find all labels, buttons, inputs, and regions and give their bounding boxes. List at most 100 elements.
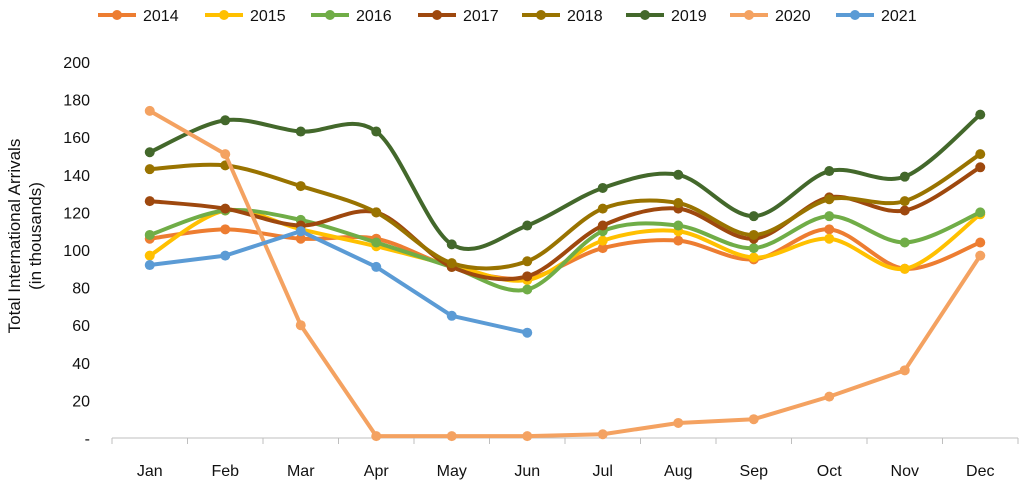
data-point-2019: [220, 115, 231, 126]
y-tick-label: 160: [63, 130, 90, 147]
data-point-2019: [597, 182, 608, 193]
y-tick-label: 120: [63, 205, 90, 222]
legend-marker: [640, 10, 650, 20]
legend-marker: [325, 10, 335, 20]
data-point-2016: [522, 284, 533, 295]
x-tick-label: Nov: [891, 463, 919, 480]
data-point-2018: [899, 196, 910, 207]
data-point-2017: [220, 203, 231, 214]
data-point-2017: [144, 196, 155, 207]
legend: 2014 2015 2016 2017 2018 2019 2020 2021: [98, 8, 917, 25]
series-2020: [144, 105, 986, 442]
legend-item-2021: 2021: [836, 8, 917, 25]
data-point-2014: [220, 224, 231, 235]
legend-item-2016: 2016: [311, 8, 392, 25]
legend-item-2015: 2015: [205, 8, 286, 25]
y-tick-label: -: [85, 431, 90, 448]
x-tick-label: Sep: [740, 463, 769, 480]
data-point-2020: [597, 429, 608, 440]
y-tick-label: 60: [72, 318, 90, 335]
data-point-2015: [824, 233, 835, 244]
x-tick-label: Dec: [966, 463, 994, 480]
y-tick-label: 100: [63, 243, 90, 260]
data-point-2014: [975, 237, 986, 248]
data-point-2017: [597, 220, 608, 231]
y-tick-label: 40: [72, 356, 90, 373]
x-tick-label: Feb: [211, 463, 239, 480]
x-tick-label: Oct: [817, 463, 842, 480]
data-point-2018: [144, 164, 155, 175]
data-point-2016: [975, 207, 986, 218]
data-point-2020: [824, 391, 835, 402]
data-point-2019: [522, 220, 533, 231]
data-point-2020: [673, 417, 684, 428]
series-2019: [144, 109, 986, 252]
data-point-2015: [899, 263, 910, 274]
legend-marker: [850, 10, 860, 20]
series-line-2021: [147, 229, 530, 335]
data-point-2019: [295, 126, 306, 137]
data-point-2020: [446, 431, 457, 442]
x-tick-label: Mar: [287, 463, 315, 480]
legend-item-2017: 2017: [418, 8, 499, 25]
data-point-2017: [975, 162, 986, 173]
x-tick-label: Jun: [514, 463, 540, 480]
series-line-2019: [147, 112, 983, 252]
data-point-2015: [748, 252, 759, 263]
data-point-2020: [975, 250, 986, 261]
legend-label: 2019: [671, 8, 707, 25]
data-point-2018: [597, 203, 608, 214]
series-line-2020: [147, 108, 983, 439]
y-tick-label: 80: [72, 281, 90, 298]
data-point-2021: [522, 327, 533, 338]
data-point-2019: [899, 171, 910, 182]
series-2016: [144, 205, 986, 295]
legend-label: 2020: [775, 8, 811, 25]
y-tick-label: 200: [63, 55, 90, 72]
x-tick-label: May: [437, 463, 467, 480]
y-axis-label-line2: (in thousands): [26, 182, 45, 290]
data-point-2019: [673, 169, 684, 180]
data-point-2016: [748, 243, 759, 254]
data-point-2014: [673, 235, 684, 246]
data-point-2020: [899, 365, 910, 376]
legend-label: 2015: [250, 8, 286, 25]
data-point-2019: [748, 211, 759, 222]
data-point-2015: [144, 250, 155, 261]
data-point-2016: [899, 237, 910, 248]
data-point-2021: [371, 261, 382, 272]
data-point-2018: [824, 194, 835, 205]
data-point-2018: [295, 181, 306, 192]
data-point-2018: [748, 229, 759, 240]
data-point-2016: [824, 211, 835, 222]
legend-marker: [219, 10, 229, 20]
axes: Jan Feb Mar Apr May Jun Jul Aug Sep Oct Nov Dec - 20 4…: [63, 55, 1019, 480]
legend-label: 2014: [143, 8, 179, 25]
x-tick-label: Jan: [137, 463, 163, 480]
data-point-2014: [824, 224, 835, 235]
legend-item-2018: 2018: [522, 8, 603, 25]
series-2021: [144, 226, 533, 338]
data-point-2016: [144, 229, 155, 240]
legend-label: 2021: [881, 8, 917, 25]
data-point-2015: [597, 235, 608, 246]
legend-marker: [744, 10, 754, 20]
data-point-2018: [446, 258, 457, 269]
data-point-2019: [446, 239, 457, 250]
data-point-2019: [975, 109, 986, 120]
legend-item-2014: 2014: [98, 8, 179, 25]
data-point-2020: [144, 105, 155, 116]
data-point-2017: [899, 205, 910, 216]
x-tick-label: Apr: [364, 463, 390, 480]
series-layer: [144, 105, 986, 442]
data-point-2016: [371, 237, 382, 248]
data-point-2020: [371, 431, 382, 442]
legend-marker: [112, 10, 122, 20]
legend-marker: [432, 10, 442, 20]
data-point-2016: [673, 220, 684, 231]
data-point-2019: [144, 147, 155, 158]
legend-item-2020: 2020: [730, 8, 811, 25]
y-axis-label-line1: Total International Arrivals: [5, 139, 24, 334]
data-point-2018: [371, 207, 382, 218]
